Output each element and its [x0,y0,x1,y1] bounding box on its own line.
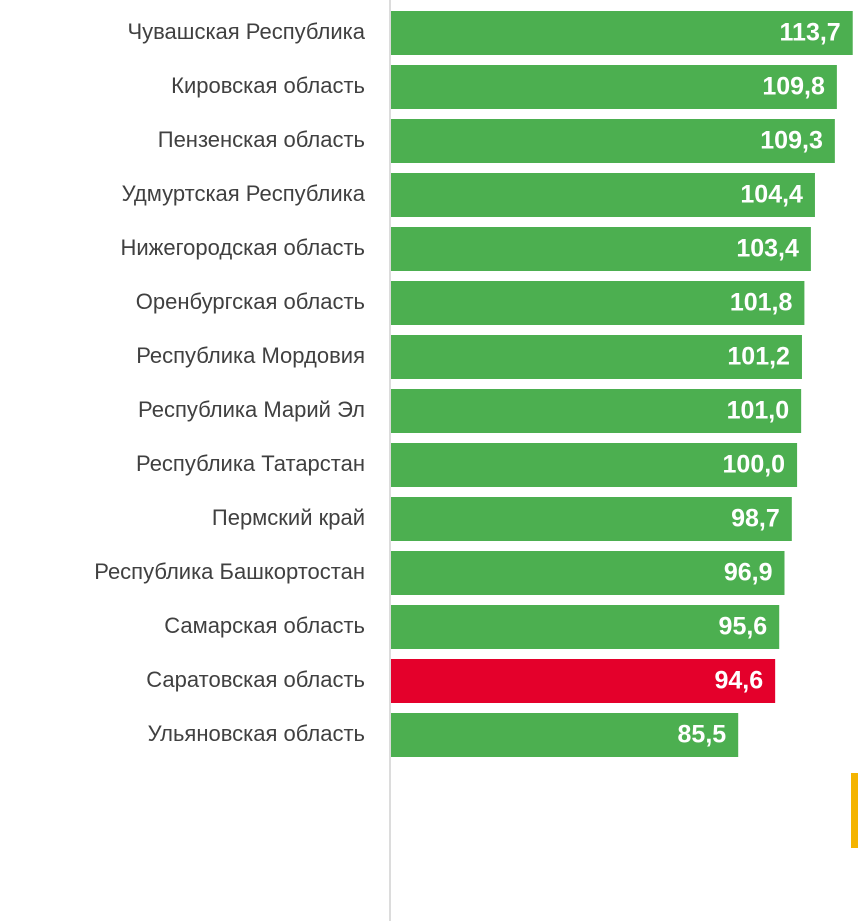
bar [391,713,739,757]
value-label: 94,6 [714,667,763,695]
category-label: Чувашская Республика [127,19,365,44]
value-label: 103,4 [736,235,799,263]
value-label: 98,7 [731,505,780,533]
bar [391,281,805,325]
value-label: 109,8 [762,73,825,101]
value-label: 109,3 [760,127,823,155]
value-label: 113,7 [780,19,841,47]
bar [391,551,785,595]
bar [391,497,792,541]
category-label: Республика Марий Эл [138,397,365,422]
category-label: Ульяновская область [148,721,365,746]
value-label: 104,4 [740,181,803,209]
value-label: 95,6 [719,613,768,641]
bar [391,443,798,487]
category-label: Пермский край [212,505,365,530]
category-label: Республика Татарстан [136,451,365,476]
category-label: Нижегородская область [120,235,365,260]
bar [391,605,780,649]
bar [391,227,811,271]
category-label: Удмуртская Республика [122,181,366,206]
value-label: 100,0 [723,451,786,479]
bar [391,65,837,109]
bar [391,11,853,55]
value-label: 101,2 [727,343,790,371]
decoration [851,773,858,848]
value-label: 101,8 [730,289,793,317]
bar [391,659,776,703]
value-label: 85,5 [678,721,727,749]
category-label: Кировская область [171,73,365,98]
value-label: 101,0 [727,397,790,425]
category-label: Самарская область [164,613,365,638]
bar [391,119,835,163]
bar [391,335,802,379]
category-label: Республика Мордовия [136,343,365,368]
bar [391,389,802,433]
value-label: 96,9 [724,559,773,587]
category-label: Республика Башкортостан [94,559,365,584]
category-label: Пензенская область [158,127,365,152]
category-label: Оренбургская область [136,289,365,314]
bar [391,173,815,217]
category-label: Саратовская область [146,667,365,692]
